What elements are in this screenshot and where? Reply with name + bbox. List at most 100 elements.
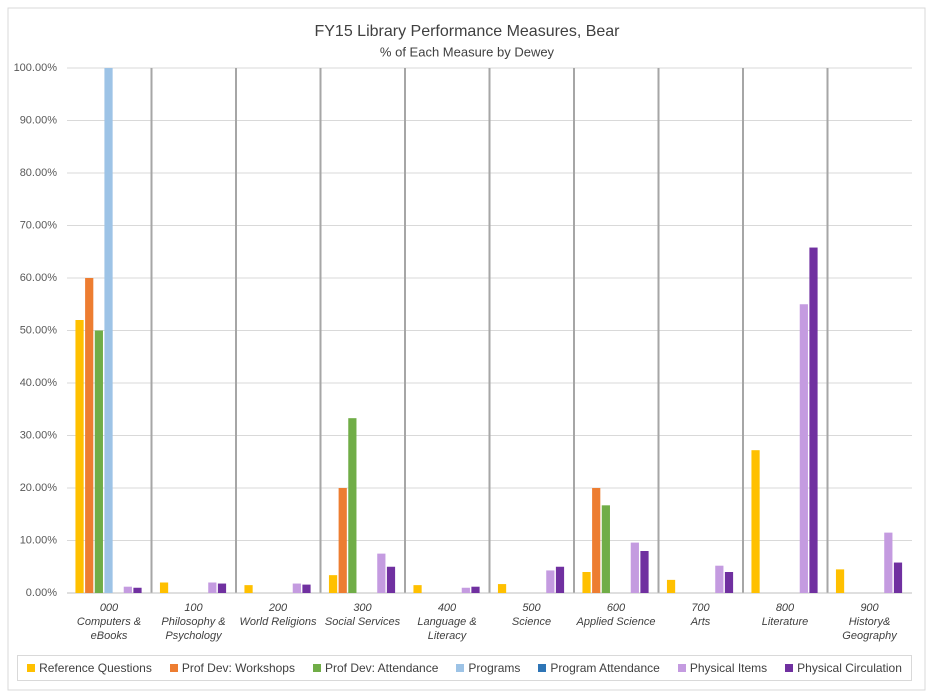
x-tick-label-group: 000 Computers & eBooks bbox=[67, 601, 151, 643]
x-tick-label: 800 bbox=[775, 602, 795, 614]
legend-item: Physical Items bbox=[677, 661, 768, 675]
bar bbox=[338, 488, 347, 593]
y-tick-label: 30.00% bbox=[20, 429, 58, 441]
legend-label: Reference Questions bbox=[39, 661, 152, 675]
bar bbox=[630, 542, 639, 593]
bar bbox=[601, 505, 610, 593]
bar bbox=[546, 570, 555, 593]
x-tick-description: Social Services bbox=[324, 616, 401, 628]
bar bbox=[640, 551, 649, 593]
x-tick-label: 500 bbox=[522, 602, 541, 614]
y-tick-label: 0.00% bbox=[26, 587, 57, 599]
bar bbox=[94, 330, 103, 593]
x-tick-label-group: 400 Language & Literacy bbox=[405, 601, 489, 643]
x-tick-label: 100 bbox=[184, 602, 203, 614]
legend-label: Programs bbox=[468, 661, 521, 675]
x-tick-description: Applied Science bbox=[576, 616, 656, 628]
x-tick-label-group: 600 Applied Science bbox=[574, 601, 658, 629]
legend-item: Programs bbox=[456, 661, 520, 675]
bar bbox=[104, 68, 113, 593]
x-tick-label: 900 bbox=[860, 602, 879, 614]
chart-subtitle: % of Each Measure by Dewey bbox=[380, 44, 555, 59]
chart-title: FY15 Library Performance Measures, Bear bbox=[314, 23, 620, 40]
legend-item: Program Attendance bbox=[538, 661, 660, 675]
x-tick-description: World Religions bbox=[239, 616, 317, 628]
x-tick-label: 200 bbox=[268, 602, 288, 614]
x-tick-description: Literature bbox=[761, 616, 809, 628]
bar bbox=[292, 583, 301, 593]
y-tick-label: 60.00% bbox=[20, 272, 58, 284]
legend-label: Program Attendance bbox=[550, 661, 660, 675]
bar bbox=[724, 572, 734, 593]
x-tick-label: 000 bbox=[99, 602, 119, 614]
legend-swatch bbox=[312, 664, 321, 672]
x-tick-label: 600 bbox=[606, 602, 626, 614]
bar bbox=[244, 585, 253, 593]
x-tick-label-group: 300 Social Services bbox=[321, 601, 405, 629]
bar bbox=[555, 566, 565, 593]
x-tick-label: 300 bbox=[353, 602, 372, 614]
bar bbox=[159, 582, 169, 593]
bar bbox=[133, 587, 142, 593]
legend-swatch bbox=[456, 664, 465, 672]
x-tick-label-group: 900 History& Geography bbox=[828, 601, 912, 643]
y-tick-label: 90.00% bbox=[20, 114, 58, 126]
bar bbox=[217, 583, 227, 593]
bar bbox=[835, 569, 845, 593]
legend: Reference Questions Prof Dev: Workshops Pr… bbox=[17, 655, 912, 681]
legend-item: Physical Circulation bbox=[785, 661, 902, 675]
legend-item: Prof Dev: Workshops bbox=[169, 661, 295, 675]
bar bbox=[208, 582, 217, 593]
bar bbox=[893, 562, 903, 593]
chart-border bbox=[7, 7, 926, 691]
x-tick-label-group: 800 Literature bbox=[743, 601, 827, 629]
bar bbox=[592, 488, 601, 593]
legend-label: Prof Dev: Attendance bbox=[324, 661, 439, 675]
bar bbox=[75, 320, 84, 593]
bar bbox=[799, 304, 808, 593]
x-tick-label-group: 100 Philosophy & Psychology bbox=[152, 601, 236, 643]
bar bbox=[413, 585, 422, 593]
bar bbox=[85, 278, 94, 593]
legend-item: Reference Questions bbox=[27, 661, 152, 675]
x-tick-description: Computers & eBooks bbox=[76, 616, 142, 642]
bar bbox=[884, 532, 893, 593]
legend-swatch bbox=[27, 664, 36, 672]
bar bbox=[461, 587, 470, 593]
legend-label: Prof Dev: Workshops bbox=[181, 661, 295, 675]
bar bbox=[715, 565, 724, 593]
bar bbox=[582, 572, 591, 593]
bar bbox=[497, 584, 507, 593]
x-tick-label: 400 bbox=[437, 602, 457, 614]
legend-item: Prof Dev: Attendance bbox=[312, 661, 439, 675]
x-tick-description: History& Geography bbox=[842, 616, 897, 642]
y-tick-label: 80.00% bbox=[20, 167, 58, 179]
bar bbox=[386, 566, 396, 593]
x-tick-description: Philosophy & Psychology bbox=[161, 616, 226, 642]
legend-label: Physical Circulation bbox=[797, 661, 902, 675]
legend-label: Physical Items bbox=[689, 661, 768, 675]
x-tick-label-group: 200 World Religions bbox=[236, 601, 320, 629]
bar bbox=[302, 584, 311, 593]
x-tick-description: Arts bbox=[690, 616, 711, 628]
y-tick-label: 10.00% bbox=[20, 534, 58, 546]
y-tick-label: 40.00% bbox=[20, 377, 58, 389]
x-tick-label-group: 500 Science bbox=[490, 601, 574, 629]
bar bbox=[809, 247, 818, 594]
x-tick-description: Science bbox=[511, 616, 552, 628]
y-tick-label: 70.00% bbox=[20, 219, 58, 231]
x-tick-label: 700 bbox=[691, 602, 710, 614]
legend-swatch bbox=[538, 664, 547, 672]
x-tick-description: Language & Literacy bbox=[417, 616, 477, 642]
bar bbox=[751, 450, 760, 593]
bar bbox=[328, 575, 338, 593]
y-tick-label: 20.00% bbox=[20, 482, 58, 494]
bar bbox=[666, 579, 676, 593]
legend-swatch bbox=[785, 664, 794, 672]
legend-swatch bbox=[677, 664, 686, 672]
y-tick-label: 100.00% bbox=[14, 62, 58, 74]
bar bbox=[377, 553, 386, 593]
bar bbox=[471, 586, 480, 593]
legend-swatch bbox=[169, 664, 178, 672]
